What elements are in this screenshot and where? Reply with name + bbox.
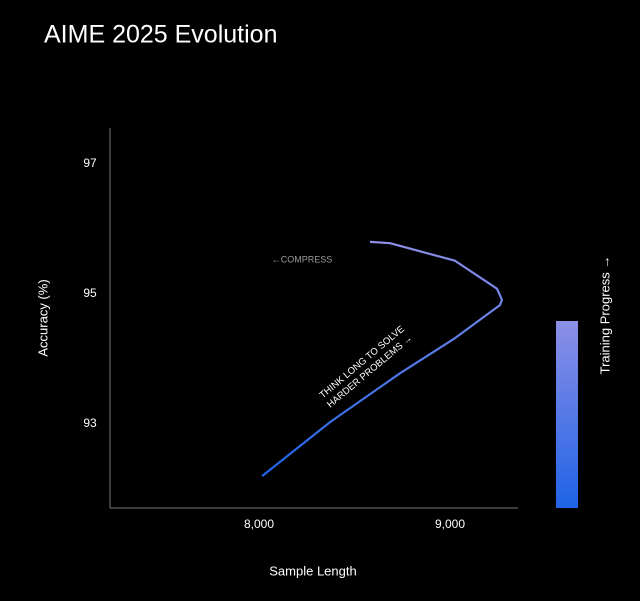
x-tick-label: 9,000 (435, 517, 465, 531)
colorbar-label: Training Progress → (597, 256, 612, 375)
line (261, 240, 504, 477)
y-tick-label: 95 (83, 286, 97, 300)
y-tick-label: 93 (83, 416, 97, 430)
x-axis-label: Sample Length (269, 563, 356, 578)
y-axis-label: Accuracy (%) (35, 279, 50, 356)
x-tick-label: 8,000 (244, 517, 274, 531)
colorbar (556, 321, 578, 508)
chart-title: AIME 2025 Evolution (44, 21, 277, 49)
annotation: ←COMPRESS (272, 254, 333, 264)
annotation: THINK LONG TO SOLVE (318, 324, 407, 401)
y-tick-label: 97 (83, 156, 97, 170)
